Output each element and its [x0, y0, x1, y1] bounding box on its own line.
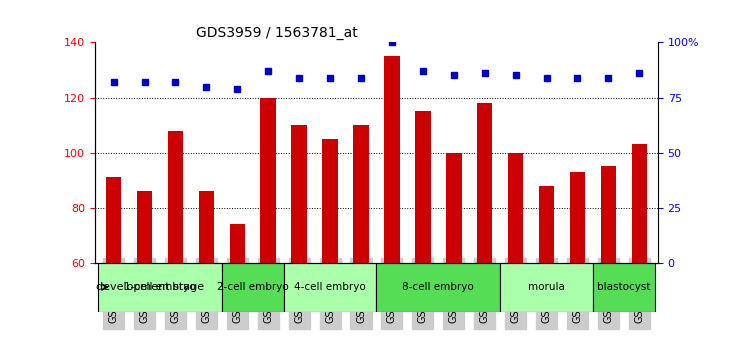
- Bar: [199, 191, 214, 263]
- Bar: [446, 153, 461, 263]
- Bar: [569, 172, 586, 263]
- Bar: [632, 144, 647, 263]
- Bar: [477, 103, 493, 263]
- Bar: [353, 125, 368, 263]
- Bar: [385, 56, 400, 263]
- Bar: [98, 263, 221, 312]
- Bar: [106, 177, 121, 263]
- Bar: [260, 97, 276, 263]
- Text: 8-cell embryo: 8-cell embryo: [403, 282, 474, 292]
- Bar: [415, 111, 431, 263]
- Text: development stage: development stage: [96, 282, 204, 292]
- Text: blastocyst: blastocyst: [597, 282, 651, 292]
- Bar: [593, 263, 655, 312]
- Bar: [137, 191, 152, 263]
- Bar: [230, 224, 245, 263]
- Bar: [167, 131, 183, 263]
- Bar: [539, 185, 554, 263]
- Bar: [601, 166, 616, 263]
- Bar: [221, 263, 284, 312]
- Text: 2-cell embryo: 2-cell embryo: [217, 282, 289, 292]
- Bar: [376, 263, 500, 312]
- Bar: [292, 125, 307, 263]
- Bar: [322, 139, 338, 263]
- Text: 1-cell embryo: 1-cell embryo: [124, 282, 196, 292]
- Bar: [500, 263, 593, 312]
- Bar: [284, 263, 376, 312]
- Bar: [508, 153, 523, 263]
- Text: GDS3959 / 1563781_at: GDS3959 / 1563781_at: [197, 26, 358, 40]
- Text: morula: morula: [528, 282, 565, 292]
- Text: 4-cell embryo: 4-cell embryo: [294, 282, 366, 292]
